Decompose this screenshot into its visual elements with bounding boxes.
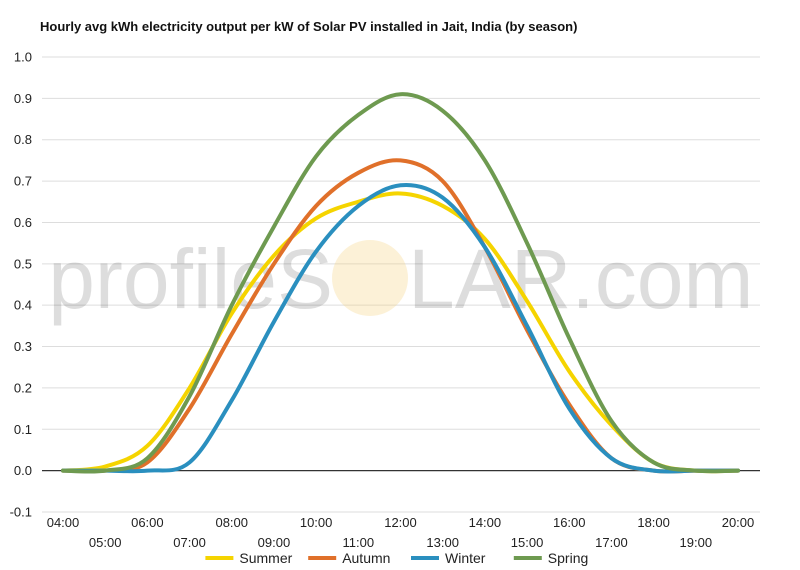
y-tick-label: 0.5 [14,256,32,271]
x-tick-label: 08:00 [215,515,248,530]
y-tick-label: 0.3 [14,339,32,354]
watermark-sun-icon [332,240,408,316]
x-tick-label: 09:00 [258,535,291,550]
x-tick-label: 05:00 [89,535,122,550]
legend-label-summer: Summer [239,550,292,566]
x-tick-label: 06:00 [131,515,164,530]
watermark: profileS LAR.com [48,232,753,326]
legend-label-winter: Winter [445,550,486,566]
y-tick-label: 0.7 [14,174,32,189]
y-tick-label: 0.9 [14,91,32,106]
x-tick-label: 13:00 [426,535,459,550]
x-tick-label: 16:00 [553,515,586,530]
y-tick-label: 0.6 [14,215,32,230]
legend-label-autumn: Autumn [342,550,390,566]
chart-title: Hourly avg kWh electricity output per kW… [40,19,578,34]
y-tick-label: -0.1 [10,505,32,520]
x-tick-label: 10:00 [300,515,333,530]
x-tick-label: 07:00 [173,535,206,550]
legend: Summer Autumn Winter Spring [205,550,588,566]
y-tick-label: 0.2 [14,380,32,395]
y-tick-label: 0.0 [14,463,32,478]
x-tick-label: 04:00 [47,515,80,530]
x-tick-label: 12:00 [384,515,417,530]
x-tick-label: 20:00 [722,515,755,530]
series-line-winter [61,182,740,474]
x-tick-label: 11:00 [343,535,375,550]
y-tick-label: 0.1 [14,422,32,437]
watermark-text-right: LAR.com [408,232,753,326]
x-tick-label: 15:00 [511,535,544,550]
series-line-spring [61,92,740,474]
x-tick-label: 19:00 [680,535,713,550]
watermark-text-left: profileS [48,232,333,326]
x-tick-label: 14:00 [469,515,502,530]
x-tick-label: 18:00 [637,515,670,530]
y-tick-label: 0.8 [14,132,32,147]
y-tick-label: 1.0 [14,50,32,65]
x-tick-label: 17:00 [595,535,628,550]
legend-label-spring: Spring [548,550,588,566]
y-tick-label: 0.4 [14,298,32,313]
